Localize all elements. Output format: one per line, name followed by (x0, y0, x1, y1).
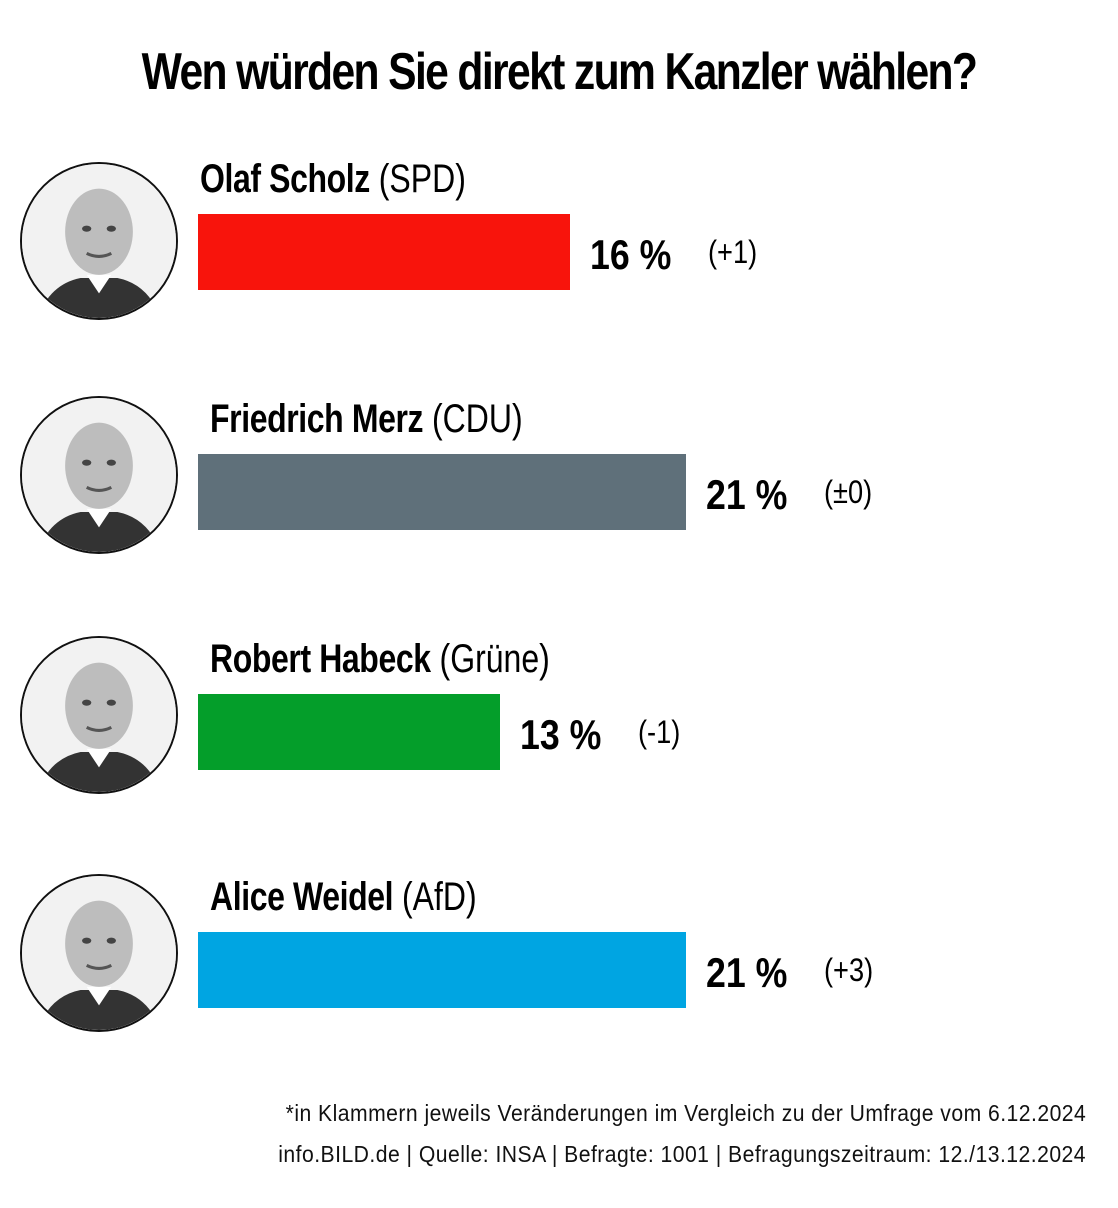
candidate-name: Alice Weidel (210, 875, 394, 919)
party-label: (SPD) (369, 157, 466, 201)
portrait-silhouette-icon (22, 638, 176, 792)
source-line: info.BILD.de | Quelle: INSA | Befragte: … (278, 1141, 1086, 1167)
candidate-row: Olaf Scholz (SPD) 16 % (+1) (0, 140, 1118, 380)
portrait-silhouette-icon (22, 398, 176, 552)
candidate-row: Alice Weidel (AfD) 21 % (+3) (0, 858, 1118, 1098)
value-label: 21 % (706, 949, 788, 996)
change-label: (+1) (708, 234, 758, 270)
footnote: *in Klammern jeweils Veränderungen im Ve… (285, 1100, 1086, 1126)
candidate-name: Friedrich Merz (210, 397, 424, 441)
portrait-alice-weidel (20, 874, 178, 1032)
candidate-name: Robert Habeck (210, 637, 431, 681)
portrait-silhouette-icon (22, 164, 176, 318)
bar (198, 932, 686, 1008)
change-label: (-1) (638, 714, 681, 750)
portrait-friedrich-merz (20, 396, 178, 554)
candidate-name: Olaf Scholz (200, 157, 370, 201)
candidate-label: Olaf Scholz (SPD) (200, 156, 466, 202)
candidate-label: Friedrich Merz (CDU) (210, 396, 523, 442)
party-label: (AfD) (393, 875, 477, 919)
value-label: 13 % (520, 711, 602, 758)
change-label: (+3) (824, 952, 874, 988)
value-label: 16 % (590, 231, 672, 278)
bar (198, 694, 500, 770)
candidate-row: Friedrich Merz (CDU) 21 % (±0) (0, 380, 1118, 620)
value-label: 21 % (706, 471, 788, 518)
chart-title: Wen würden Sie direkt zum Kanzler wählen… (141, 43, 978, 101)
candidate-label: Alice Weidel (AfD) (210, 874, 477, 920)
change-label: (±0) (824, 474, 873, 510)
party-label: (CDU) (423, 397, 523, 441)
bar (198, 214, 570, 290)
candidate-row: Robert Habeck (Grüne) 13 % (-1) (0, 620, 1118, 860)
portrait-robert-habeck (20, 636, 178, 794)
portrait-silhouette-icon (22, 876, 176, 1030)
bar (198, 454, 686, 530)
candidate-label: Robert Habeck (Grüne) (210, 636, 550, 682)
portrait-olaf-scholz (20, 162, 178, 320)
party-label: (Grüne) (430, 637, 550, 681)
